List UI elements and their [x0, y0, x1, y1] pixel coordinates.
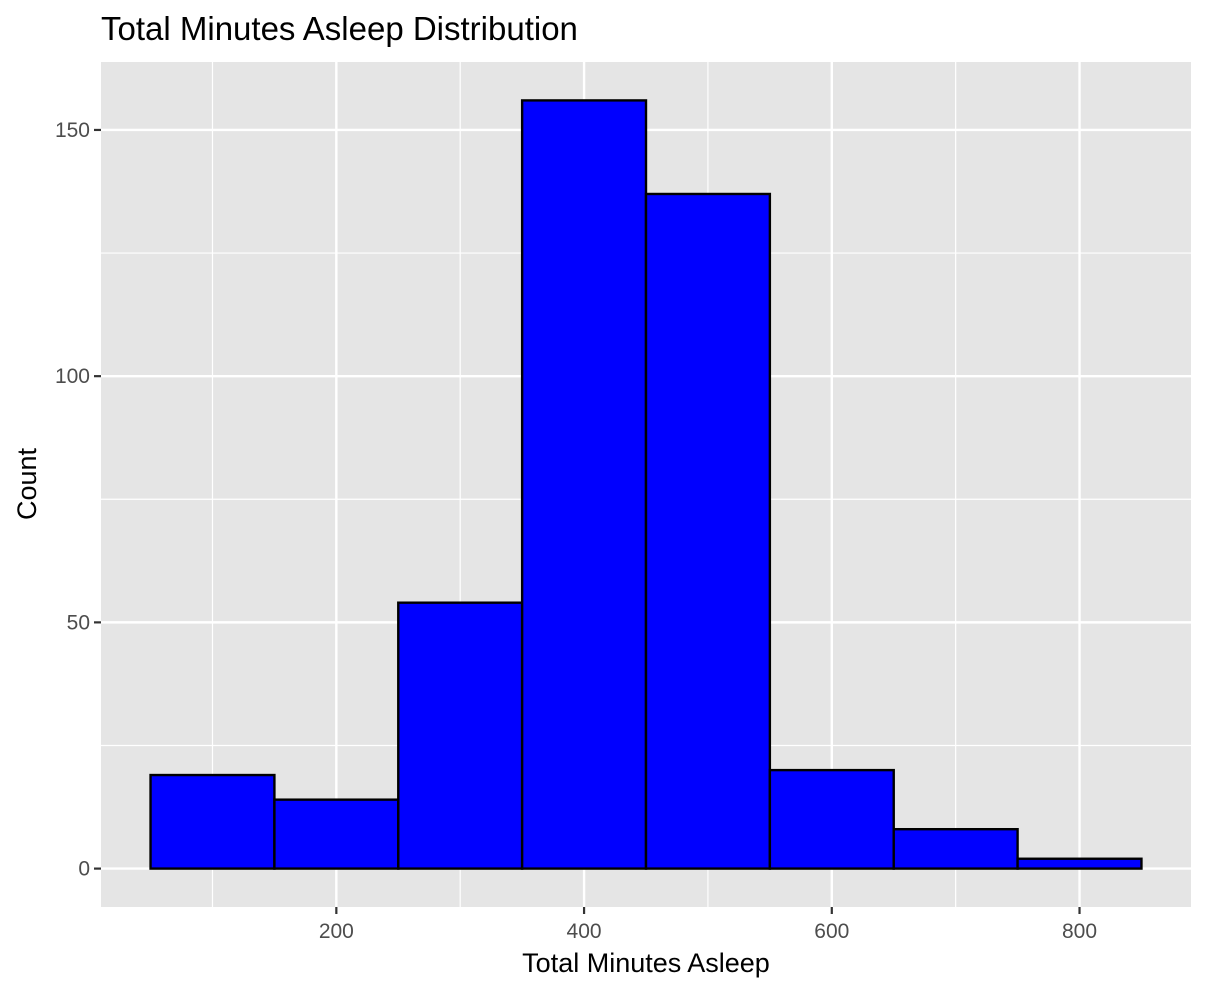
histogram-bar — [768, 768, 895, 870]
histogram-bar — [397, 601, 524, 870]
histogram-bar — [149, 773, 276, 870]
y-tick-label: 150 — [55, 119, 90, 142]
y-tick-label: 50 — [67, 611, 90, 634]
histogram-bars — [149, 99, 1143, 870]
axis-ticks: 200 400 600 800 0 50 100 150 — [55, 119, 1097, 943]
histogram-bar — [273, 798, 400, 870]
y-tick-label: 100 — [55, 365, 90, 388]
histogram-bar — [520, 99, 648, 870]
chart-title: Total Minutes Asleep Distribution — [101, 10, 578, 47]
y-tick-label: 0 — [78, 858, 90, 881]
histogram-bar — [892, 827, 1019, 870]
histogram-bar — [644, 192, 772, 870]
x-tick-label: 800 — [1062, 920, 1097, 943]
x-tick-label: 600 — [814, 920, 849, 943]
x-axis-title: Total Minutes Asleep — [522, 948, 770, 978]
x-tick-label: 400 — [567, 920, 602, 943]
x-tick-label: 200 — [319, 920, 354, 943]
y-axis-title: Count — [12, 447, 42, 520]
histogram-bar — [1016, 857, 1143, 870]
